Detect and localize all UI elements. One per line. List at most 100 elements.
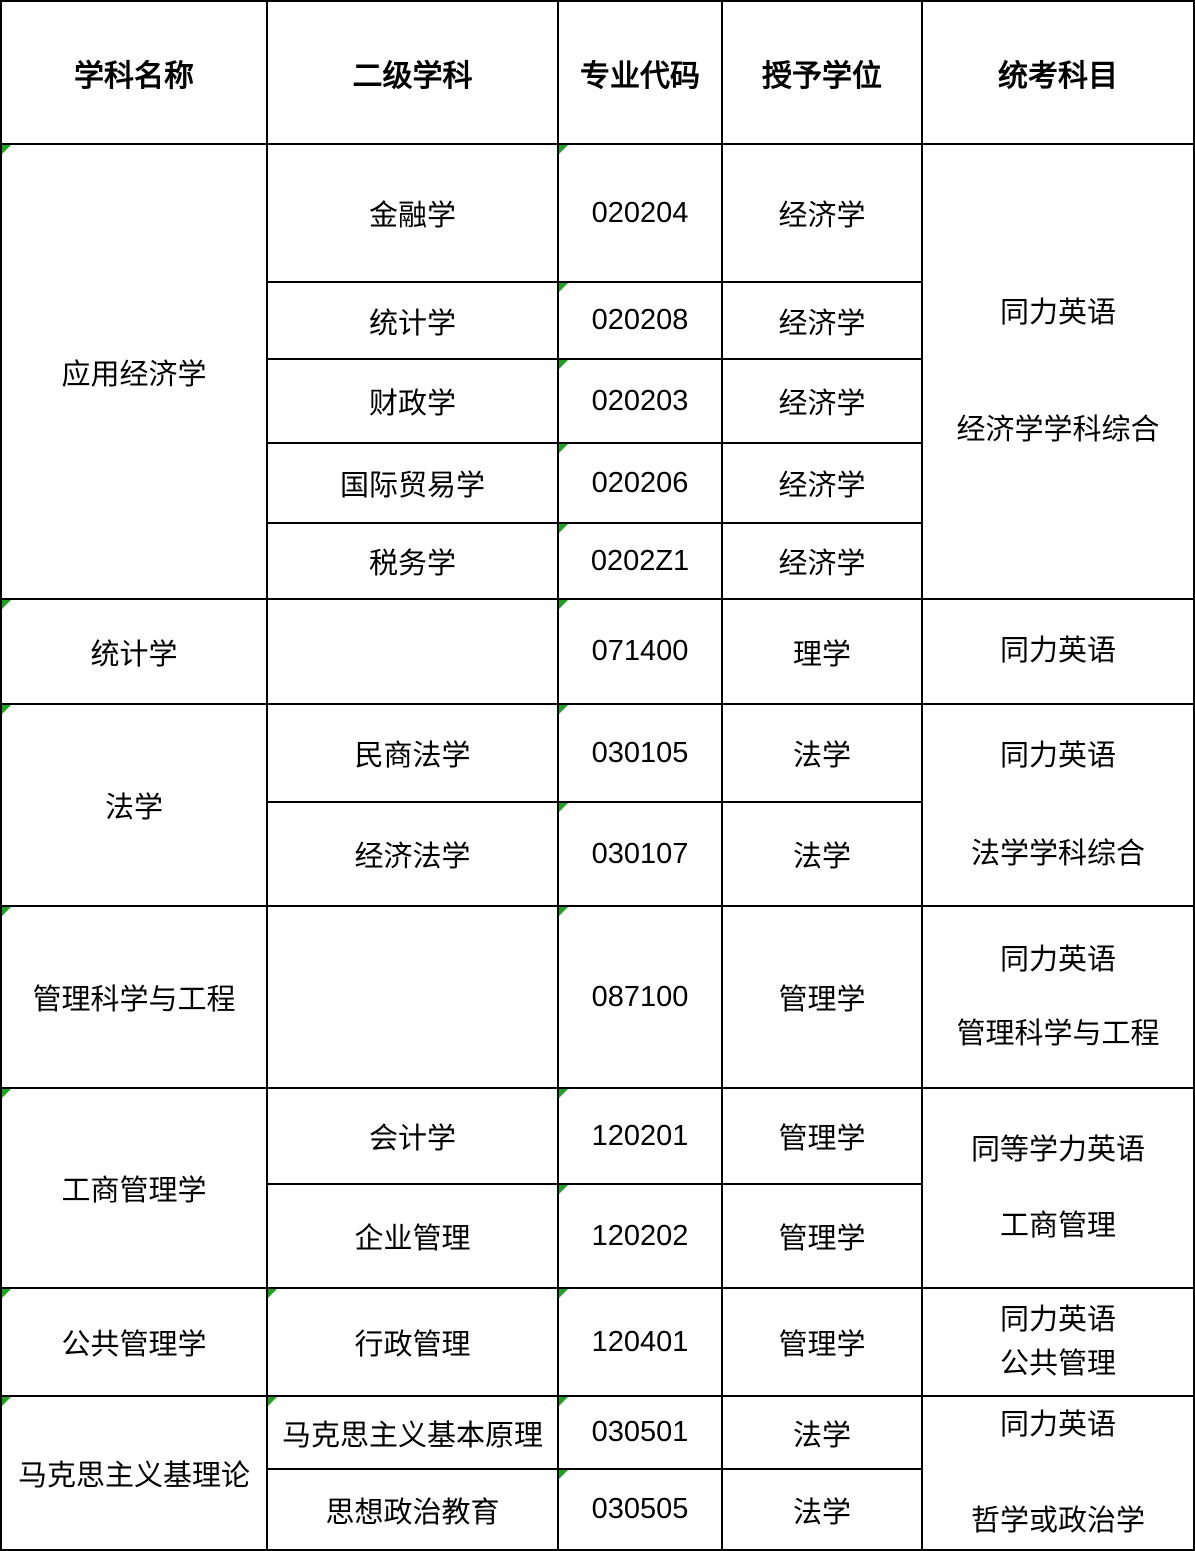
discipline-cell: 管理科学与工程 bbox=[2, 907, 266, 1087]
exam-subjects-cell: 同力英语法学学科综合 bbox=[923, 705, 1193, 905]
error-indicator-icon bbox=[559, 907, 568, 916]
degree-cell: 法学 bbox=[723, 1397, 921, 1468]
sub-discipline-cell-label: 民商法学 bbox=[354, 740, 471, 772]
discipline-cell: 工商管理学 bbox=[2, 1089, 266, 1287]
sub-discipline-cell: 金融学 bbox=[268, 145, 557, 281]
exam-subject-line: 同力英语 bbox=[999, 1408, 1116, 1441]
error-indicator-icon bbox=[2, 1089, 11, 1098]
exam-subject-line: 同力英语 bbox=[999, 297, 1116, 330]
exam-subjects-cell: 同等学力英语 工商管理 bbox=[923, 1089, 1193, 1287]
degree-cell: 管理学 bbox=[723, 1089, 921, 1183]
major-code-cell: 030105 bbox=[559, 705, 721, 801]
sub-discipline-cell-label: 统计学 bbox=[368, 307, 456, 340]
exam-subjects-cell: 同力英语 bbox=[923, 600, 1193, 703]
column-header-4-label: 授予学位 bbox=[762, 59, 882, 93]
degree-cell: 管理学 bbox=[723, 1289, 921, 1395]
sub-discipline-cell: 马克思主义基本原理 bbox=[268, 1397, 557, 1468]
major-code-cell-label: 087100 bbox=[591, 980, 689, 1013]
error-indicator-icon bbox=[2, 1289, 11, 1298]
sub-discipline-cell: 国际贸易学 bbox=[268, 444, 557, 522]
discipline-cell-label: 应用经济学 bbox=[61, 358, 207, 391]
exam-subject-line: 同力英语 bbox=[999, 943, 1116, 976]
major-code-cell: 020203 bbox=[559, 360, 721, 442]
degree-cell: 经济学 bbox=[723, 524, 921, 598]
error-indicator-icon bbox=[268, 1289, 277, 1298]
error-indicator-icon bbox=[2, 907, 11, 916]
degree-cell: 经济学 bbox=[723, 444, 921, 522]
error-indicator-icon bbox=[2, 145, 11, 154]
degree-cell-label: 法学 bbox=[792, 841, 851, 873]
discipline-cell-label: 马克思主义基理论 bbox=[17, 1460, 250, 1492]
degree-cell-label: 法学 bbox=[792, 1419, 851, 1452]
error-indicator-icon bbox=[559, 1185, 568, 1194]
major-code-cell: 030505 bbox=[559, 1470, 721, 1549]
degree-cell: 经济学 bbox=[723, 145, 921, 281]
error-indicator-icon bbox=[559, 444, 568, 453]
major-code-cell-label: 0202Z1 bbox=[590, 544, 690, 577]
exam-subjects-cell: 同力英语 哲学或政治学 bbox=[923, 1397, 1193, 1549]
exam-subject-line: 公共管理 bbox=[999, 1348, 1116, 1380]
column-header-4: 授予学位 bbox=[723, 2, 921, 143]
discipline-cell-label: 工商管理学 bbox=[61, 1175, 207, 1207]
sub-discipline-cell-label: 马克思主义基本原理 bbox=[281, 1419, 543, 1452]
degree-cell-label: 管理学 bbox=[778, 1329, 866, 1361]
discipline-cell: 应用经济学 bbox=[2, 145, 266, 598]
major-code-cell-label: 020206 bbox=[591, 466, 689, 499]
degree-cell-label: 经济学 bbox=[778, 548, 866, 580]
degree-cell: 经济学 bbox=[723, 283, 921, 358]
degree-cell: 理学 bbox=[723, 600, 921, 703]
major-code-cell: 030107 bbox=[559, 803, 721, 905]
error-indicator-icon bbox=[559, 705, 568, 714]
discipline-cell-label: 统计学 bbox=[90, 638, 178, 671]
exam-subject-line: 同力英语 bbox=[999, 739, 1116, 772]
column-header-2-label: 二级学科 bbox=[352, 59, 473, 93]
major-code-cell: 120201 bbox=[559, 1089, 721, 1183]
exam-subjects-cell: 同力英语 经济学学科综合 bbox=[923, 145, 1193, 598]
degree-cell: 经济学 bbox=[723, 360, 921, 442]
column-header-1-label: 学科名称 bbox=[74, 59, 194, 93]
degree-cell-label: 管理学 bbox=[778, 984, 866, 1016]
degree-cell-label: 法学 bbox=[792, 1496, 851, 1529]
column-header-1: 学科名称 bbox=[2, 2, 266, 143]
degree-cell-label: 理学 bbox=[792, 638, 851, 671]
sub-discipline-cell: 统计学 bbox=[268, 283, 557, 358]
degree-cell: 管理学 bbox=[723, 1185, 921, 1287]
sub-discipline-cell: 企业管理 bbox=[268, 1185, 557, 1287]
degree-cell: 法学 bbox=[723, 705, 921, 801]
major-code-cell-label: 030501 bbox=[591, 1416, 689, 1448]
discipline-cell-label: 法学 bbox=[104, 792, 163, 824]
exam-subject-line: 同力英语 bbox=[999, 635, 1116, 668]
sub-discipline-cell-label: 企业管理 bbox=[354, 1223, 471, 1255]
error-indicator-icon bbox=[2, 600, 11, 609]
error-indicator-icon bbox=[2, 1397, 11, 1406]
error-indicator-icon bbox=[559, 803, 568, 812]
major-code-cell-label: 020204 bbox=[591, 196, 689, 229]
major-code-cell: 071400 bbox=[559, 600, 721, 703]
error-indicator-icon bbox=[559, 600, 568, 609]
major-code-cell-label: 030105 bbox=[591, 736, 689, 769]
major-code-cell: 030501 bbox=[559, 1397, 721, 1468]
sub-discipline-cell-label: 财政学 bbox=[368, 388, 456, 420]
major-code-cell-label: 120201 bbox=[591, 1119, 689, 1152]
major-code-cell: 020208 bbox=[559, 283, 721, 358]
major-code-cell-label: 020203 bbox=[591, 384, 689, 417]
discipline-cell: 公共管理学 bbox=[2, 1289, 266, 1395]
column-header-3-label: 专业代码 bbox=[580, 59, 700, 93]
sub-discipline-cell: 行政管理 bbox=[268, 1289, 557, 1395]
error-indicator-icon bbox=[559, 1289, 568, 1298]
degree-cell-label: 管理学 bbox=[778, 1223, 866, 1255]
sub-discipline-cell: 税务学 bbox=[268, 524, 557, 598]
error-indicator-icon bbox=[559, 1397, 568, 1406]
degree-cell-label: 经济学 bbox=[778, 470, 866, 502]
sub-discipline-cell-label: 会计学 bbox=[368, 1123, 456, 1155]
major-code-cell: 087100 bbox=[559, 907, 721, 1087]
exam-subject-line: 同等学力英语 bbox=[970, 1133, 1145, 1166]
column-header-3: 专业代码 bbox=[559, 2, 721, 143]
major-code-cell-label: 030505 bbox=[591, 1493, 689, 1525]
major-code-cell: 120202 bbox=[559, 1185, 721, 1287]
error-indicator-icon bbox=[559, 145, 568, 154]
major-code-cell: 020204 bbox=[559, 145, 721, 281]
exam-subject-line: 法学学科综合 bbox=[970, 838, 1145, 870]
discipline-cell-label: 管理科学与工程 bbox=[32, 984, 236, 1016]
